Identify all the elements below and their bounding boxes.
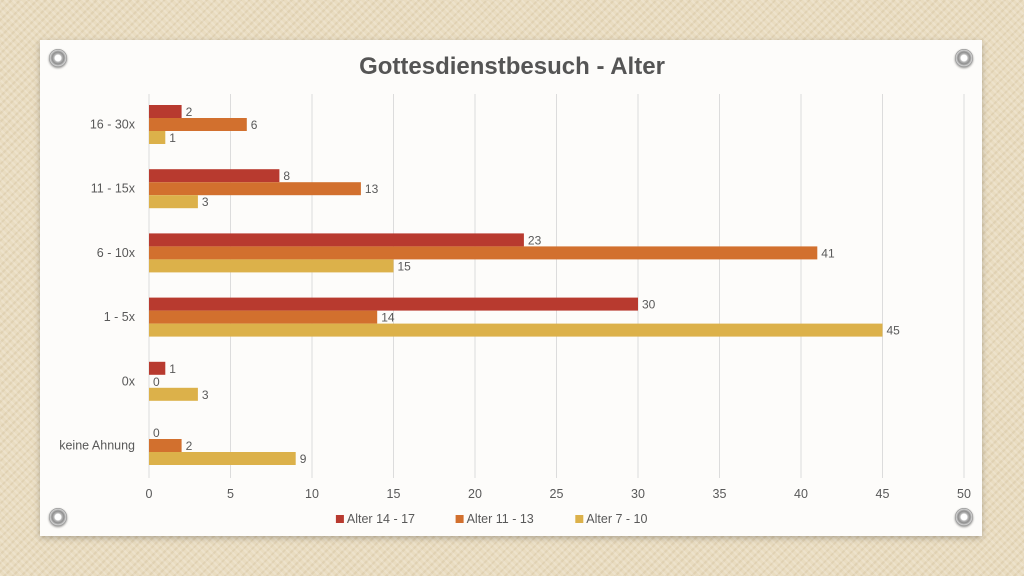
data-label: 3 xyxy=(202,195,209,209)
pin-top-left-icon xyxy=(49,49,67,67)
pin-bottom-left-icon xyxy=(49,508,67,526)
x-tick-label: 35 xyxy=(713,487,727,501)
data-label: 1 xyxy=(169,362,176,376)
category-label: 1 - 5x xyxy=(104,310,136,324)
pin-top-right-icon xyxy=(955,49,973,67)
x-tick-label: 5 xyxy=(227,487,234,501)
x-tick-label: 20 xyxy=(468,487,482,501)
x-tick-label: 50 xyxy=(957,487,971,501)
category-label: 6 - 10x xyxy=(97,246,136,260)
data-label: 0 xyxy=(153,375,160,389)
bar xyxy=(149,439,182,452)
bar xyxy=(149,387,198,401)
data-label: 0 xyxy=(153,426,160,440)
category-labels: 16 - 30x 11 - 15x 6 - 10x 1 - 5x 0x keine Ahn… xyxy=(59,118,136,453)
bar xyxy=(149,131,166,144)
bar xyxy=(149,182,361,196)
x-tick-label: 30 xyxy=(631,487,645,501)
legend-label: Alter 14 - 17 xyxy=(347,512,415,526)
bar xyxy=(149,452,296,465)
x-tick-label: 10 xyxy=(305,487,319,501)
data-label: 30 xyxy=(642,298,656,312)
data-label: 2 xyxy=(186,105,193,119)
chart-title: Gottesdienstbesuch - Alter xyxy=(359,53,665,80)
bar xyxy=(149,297,638,311)
data-label: 2 xyxy=(186,439,193,453)
data-label: 45 xyxy=(887,324,901,338)
bar xyxy=(149,323,883,337)
data-label: 13 xyxy=(365,182,379,196)
category-label: 0x xyxy=(122,374,136,388)
bar xyxy=(149,310,378,324)
data-label: 6 xyxy=(251,118,258,132)
bar xyxy=(149,361,166,375)
legend-label: Alter 7 - 10 xyxy=(586,512,647,526)
legend: Alter 14 - 17 Alter 11 - 13 Alter 7 - 10 xyxy=(335,512,647,526)
x-tick-label: 45 xyxy=(876,487,890,501)
category-label: keine Ahnung xyxy=(59,439,135,453)
category-label: 16 - 30x xyxy=(90,118,136,132)
bar xyxy=(149,233,524,247)
x-tick-label: 15 xyxy=(387,487,401,501)
data-label: 9 xyxy=(300,452,307,466)
data-label: 1 xyxy=(169,131,176,145)
data-label: 14 xyxy=(381,311,395,325)
legend-swatch xyxy=(335,515,344,523)
data-label: 8 xyxy=(283,169,290,183)
category-label: 11 - 15x xyxy=(91,182,136,196)
x-tick-label: 0 xyxy=(146,487,153,501)
pin-bottom-right-icon xyxy=(955,508,973,526)
bar xyxy=(149,105,182,118)
data-label: 15 xyxy=(398,259,412,273)
data-label: 23 xyxy=(528,233,542,247)
gridlines xyxy=(148,94,965,478)
bars xyxy=(149,105,883,465)
bar xyxy=(149,195,198,209)
x-tick-label: 25 xyxy=(550,487,564,501)
bar xyxy=(149,169,280,183)
x-axis-ticks: 0 5 10 15 20 25 30 35 40 45 50 xyxy=(146,487,971,501)
legend-swatch xyxy=(575,515,584,523)
data-label: 3 xyxy=(202,388,209,402)
bar xyxy=(149,118,247,131)
x-tick-label: 40 xyxy=(794,487,808,501)
data-label: 41 xyxy=(821,246,835,260)
bar xyxy=(149,259,394,273)
legend-label: Alter 11 - 13 xyxy=(467,512,534,526)
legend-swatch xyxy=(455,515,464,523)
bar xyxy=(149,246,818,260)
